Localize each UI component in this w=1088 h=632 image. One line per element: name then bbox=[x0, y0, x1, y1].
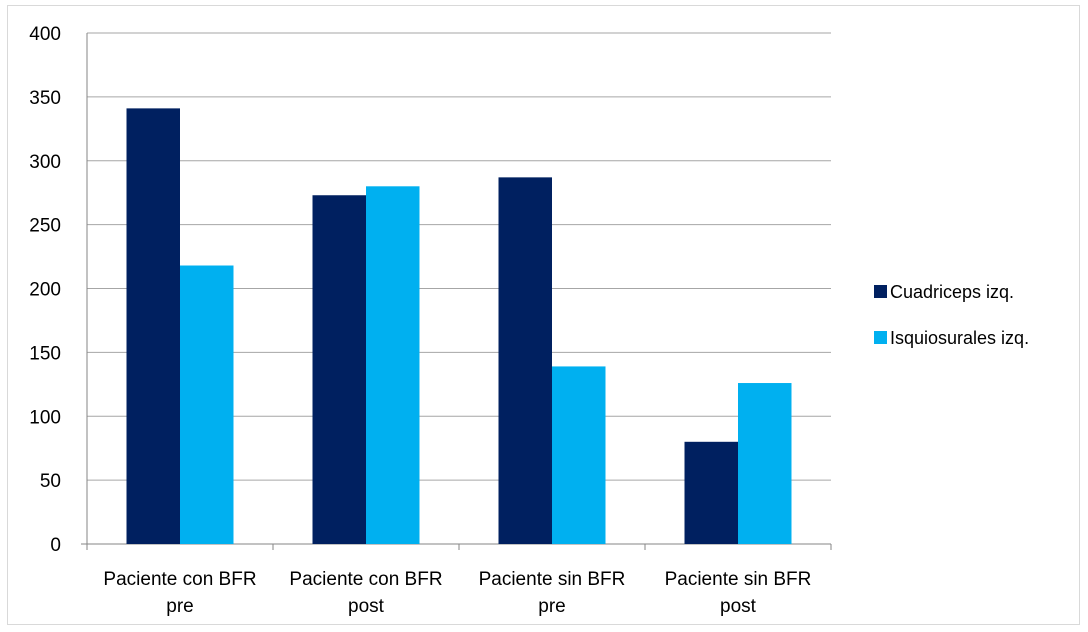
y-tick-label-100: 100 bbox=[29, 407, 61, 428]
y-tick-label-250: 250 bbox=[29, 216, 61, 237]
y-tick-label-300: 300 bbox=[29, 152, 61, 173]
y-tick-label-150: 150 bbox=[29, 343, 61, 364]
x-category-label: post bbox=[720, 596, 757, 617]
legend-swatch bbox=[874, 331, 887, 344]
bar-cuadriceps-izq--4 bbox=[684, 441, 738, 544]
x-category-label: Paciente con BFR bbox=[103, 569, 256, 590]
bar-cuadriceps-izq--1 bbox=[126, 108, 180, 544]
x-category-label: Paciente sin BFR bbox=[665, 569, 812, 590]
bar-isquiosurales-izq--2 bbox=[366, 186, 420, 545]
bar-cuadriceps-izq--3 bbox=[498, 177, 552, 545]
y-tick-label-400: 400 bbox=[29, 24, 61, 45]
bar-isquiosurales-izq--3 bbox=[552, 366, 606, 544]
x-category-label: pre bbox=[166, 596, 193, 617]
x-category-label: post bbox=[348, 596, 385, 617]
legend-swatch bbox=[874, 285, 887, 298]
y-tick-label-0: 0 bbox=[50, 535, 61, 556]
bar-cuadriceps-izq--2 bbox=[312, 195, 366, 544]
legend-label: Cuadriceps izq. bbox=[890, 282, 1014, 302]
y-tick-label-200: 200 bbox=[29, 280, 61, 301]
y-tick-label-50: 50 bbox=[40, 471, 61, 492]
legend-label: Isquiosurales izq. bbox=[890, 328, 1029, 348]
y-tick-label-350: 350 bbox=[29, 88, 61, 109]
x-category-label: Paciente sin BFR bbox=[479, 569, 626, 590]
bar-isquiosurales-izq--1 bbox=[180, 265, 234, 544]
x-category-label: pre bbox=[538, 596, 565, 617]
bar-isquiosurales-izq--4 bbox=[738, 383, 792, 544]
x-category-label: Paciente con BFR bbox=[289, 569, 442, 590]
